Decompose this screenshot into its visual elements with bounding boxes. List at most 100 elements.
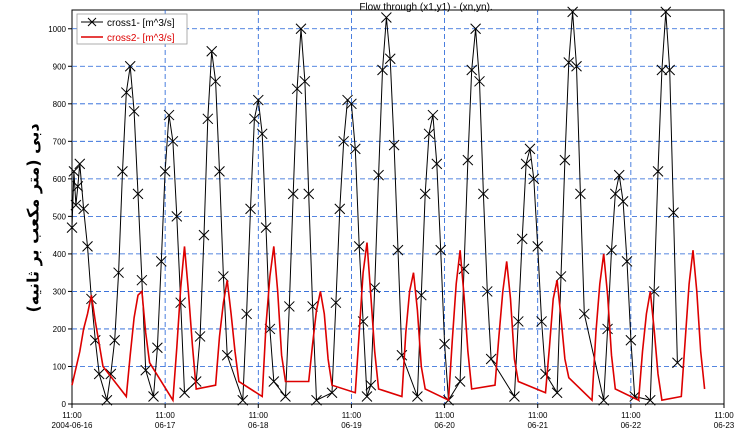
series-layer [66,6,706,406]
series-point-1 [218,271,229,282]
series-point-1 [74,158,86,170]
series-point-1 [66,222,78,233]
y-axis-ticks: 0 100 200 300 400 500 600 700 800 900 1000 [48,25,72,409]
series-line-1 [71,11,678,402]
y-tick-label: 0 [62,400,67,409]
series-point-1 [606,244,617,256]
legend: cross1- [m^3/s] cross2- [m^3/s] [76,13,188,45]
x-tick-date: 06-21 [527,421,548,430]
series-point-1 [567,6,578,18]
legend-label-cross2: cross2- [m^3/s] [107,33,175,44]
series-point-1 [105,368,117,380]
series-1 [66,6,683,406]
series-point-1 [210,75,221,87]
series-point-1 [644,394,656,406]
series-point-1 [656,64,668,76]
series-point-1 [369,282,381,294]
x-tick-date: 06-18 [248,421,269,430]
series-point-1 [198,229,210,241]
y-tick-label: 300 [53,287,67,296]
series-point-1 [532,241,544,252]
series-point-1 [245,203,256,215]
series-point-1 [167,135,179,147]
series-point-1 [256,128,268,140]
series-point-1 [140,364,152,376]
x-tick-time: 11:00 [714,411,734,420]
legend-marker-cross1 [87,17,97,27]
series-point-1 [334,203,346,215]
series-point-1 [295,23,307,35]
x-tick-time: 11:00 [249,411,269,420]
x-tick-date: 06-22 [621,421,642,430]
x-tick-date: 06-23 [714,421,734,430]
series-point-1 [128,105,140,117]
series-point-1 [159,165,171,177]
series-point-1 [365,379,377,391]
series-point-1 [283,301,295,312]
series-line-2 [71,242,706,403]
series-point-1 [148,391,159,402]
series-point-1 [563,57,575,68]
series-point-1 [171,211,183,222]
series-point-1 [68,165,80,177]
series-point-1 [384,53,396,65]
series-point-1 [439,338,450,350]
series-point-1 [578,308,590,320]
chart-title: Flow through (x1,y1) - (xn,yn). [359,2,492,13]
series-2 [71,242,706,403]
series-point-1 [485,353,497,365]
series-point-1 [524,143,536,155]
series-point-1 [280,391,291,402]
series-point-1 [559,154,571,166]
series-point-1 [454,376,466,387]
series-point-1 [136,274,148,286]
series-point-1 [252,94,264,106]
series-point-1 [326,387,338,399]
y-tick-label: 900 [53,62,67,71]
series-point-1 [509,391,520,402]
series-point-1 [72,181,84,192]
y-tick-label: 500 [53,212,67,221]
x-tick-time: 11:00 [528,411,548,420]
series-point-1 [520,158,532,170]
y-tick-label: 100 [53,362,67,371]
series-point-1 [478,188,489,200]
x-tick-time: 11:00 [435,411,455,420]
x-axis-ticks: 11:002004-06-1611:0006-1711:0006-1811:00… [52,404,734,430]
series-point-1 [474,75,485,87]
series-point-1 [536,316,547,327]
series-point-1 [338,135,350,147]
series-point-1 [268,376,280,387]
series-point-1 [330,297,342,309]
x-tick-date: 06-17 [155,421,176,430]
series-point-1 [152,342,163,354]
series-point-1 [602,323,613,335]
series-point-1 [346,98,357,110]
series-point-1 [672,357,683,369]
series-point-1 [381,12,392,23]
series-point-1 [249,113,260,125]
series-point-1 [349,143,361,155]
y-tick-label: 700 [53,137,67,146]
series-point-1 [516,233,528,245]
series-point-1 [78,203,89,215]
series-point-1 [427,109,439,121]
series-point-1 [462,154,474,166]
series-point-1 [163,109,175,121]
x-tick-time: 11:00 [62,411,82,420]
series-point-1 [625,334,637,346]
series-point-1 [512,316,524,327]
series-point-1 [120,87,132,98]
x-tick-date: 06-19 [341,421,362,430]
series-point-1 [93,368,105,380]
series-point-1 [540,368,551,380]
series-point-1 [113,267,124,279]
series-point-1 [466,64,478,76]
series-point-1 [431,158,443,170]
series-point-1 [528,173,540,185]
series-point-1 [117,165,128,177]
series-point-1 [237,394,249,406]
series-point-1 [373,169,384,181]
series-point-1 [260,222,272,233]
